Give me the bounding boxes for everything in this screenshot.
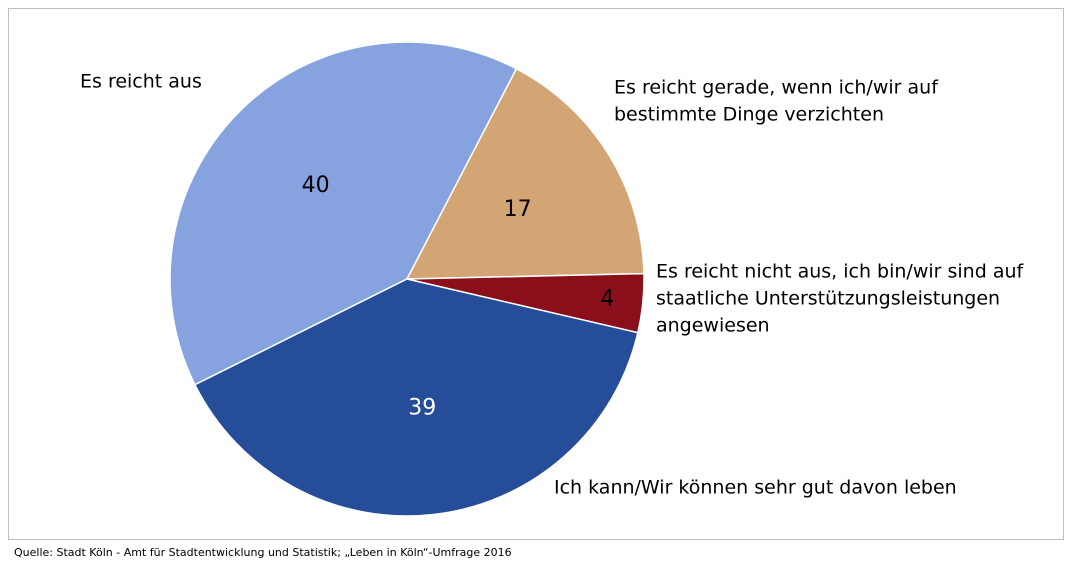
slice-label: Es reicht nicht aus, ich bin/wir sind au…: [656, 261, 1025, 283]
pie-slice: [169, 41, 518, 386]
value-label: 4: [600, 287, 614, 312]
slice-label: Es reicht aus: [80, 71, 202, 93]
slice-label: angewiesen: [656, 315, 770, 337]
value-label: 17: [504, 197, 532, 222]
slice-label: bestimmte Dinge verzichten: [614, 104, 884, 126]
pie-slice: [405, 67, 645, 280]
pie-slice: [193, 278, 639, 517]
value-label: 39: [408, 395, 436, 420]
slice-label: Ich kann/Wir können sehr gut davon leben: [554, 477, 957, 499]
slice-label: Es reicht gerade, wenn ich/wir auf: [614, 77, 939, 99]
source-note: Quelle: Stadt Köln - Amt für Stadtentwic…: [14, 546, 512, 559]
slice-label: staatliche Unterstützungsleistungen: [656, 288, 1000, 310]
value-label: 40: [302, 173, 330, 198]
